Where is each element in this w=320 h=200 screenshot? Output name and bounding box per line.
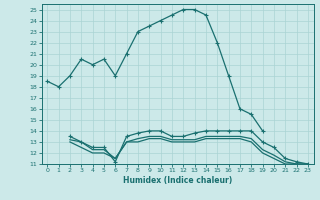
X-axis label: Humidex (Indice chaleur): Humidex (Indice chaleur) [123, 176, 232, 185]
